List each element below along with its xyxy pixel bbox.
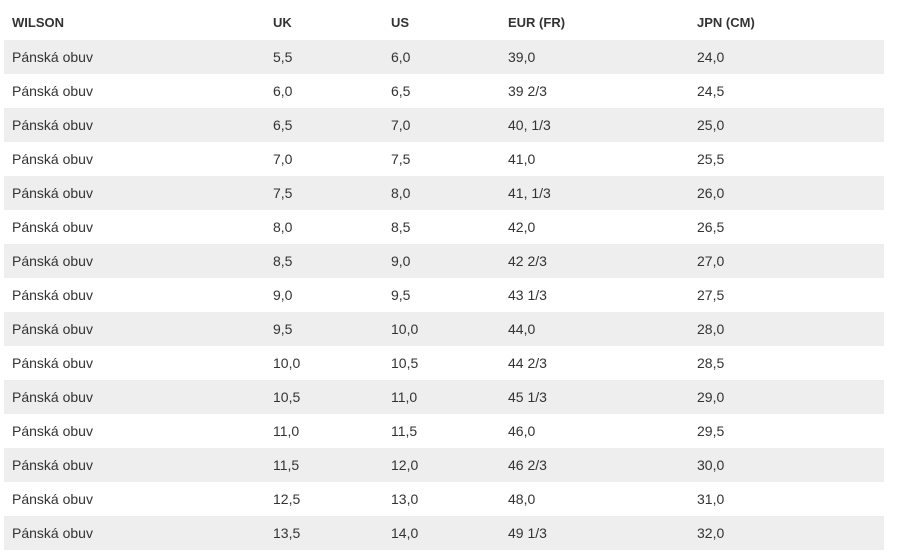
header-cell: EUR (FR)	[508, 15, 566, 30]
table-row: Pánská obuv 6,5 7,0 40, 1/3 25,0	[4, 108, 884, 142]
table-cell: 11,0	[273, 423, 300, 439]
table-row: Pánská obuv 13,5 14,0 49 1/3 32,0	[4, 516, 884, 550]
table-cell: Pánská obuv	[12, 389, 93, 405]
header-cell: UK	[273, 15, 292, 30]
table-cell: 9,0	[391, 253, 411, 269]
table-cell: 10,5	[273, 389, 301, 405]
header-cell: JPN (CM)	[697, 15, 755, 30]
table-cell: 13,0	[391, 491, 419, 507]
table-cell: 26,5	[697, 219, 725, 235]
table-cell: 10,5	[391, 355, 419, 371]
table-cell: Pánská obuv	[12, 185, 93, 201]
table-cell: 43 1/3	[508, 287, 547, 303]
table-row: Pánská obuv 8,0 8,5 42,0 26,5	[4, 210, 884, 244]
table-cell: Pánská obuv	[12, 219, 93, 235]
table-cell: 41,0	[508, 151, 536, 167]
table-cell: 46 2/3	[508, 457, 547, 473]
table-cell: Pánská obuv	[12, 525, 93, 541]
table-row: Pánská obuv 5,5 6,0 39,0 24,0	[4, 40, 884, 74]
table-cell: Pánská obuv	[12, 355, 93, 371]
table-cell: 8,0	[391, 185, 411, 201]
table-cell: 5,5	[273, 49, 293, 65]
table-cell: 12,0	[391, 457, 419, 473]
table-cell: 12,5	[273, 491, 301, 507]
table-cell: 11,0	[391, 389, 418, 405]
table-cell: 8,5	[391, 219, 411, 235]
table-cell: 24,0	[697, 49, 725, 65]
table-cell: 27,5	[697, 287, 725, 303]
table-cell: 9,5	[391, 287, 411, 303]
table-row: Pánská obuv 7,0 7,5 41,0 25,5	[4, 142, 884, 176]
table-cell: 25,5	[697, 151, 725, 167]
table-cell: 45 1/3	[508, 389, 547, 405]
table-cell: 10,0	[273, 355, 301, 371]
table-cell: 10,0	[391, 321, 419, 337]
header-cell: WILSON	[12, 15, 64, 30]
table-cell: 49 1/3	[508, 525, 547, 541]
table-cell: 30,0	[697, 457, 725, 473]
table-cell: 42 2/3	[508, 253, 547, 269]
table-cell: 6,0	[391, 49, 411, 65]
table-cell: 31,0	[697, 491, 725, 507]
header-row: WILSON UK US EUR (FR) JPN (CM)	[4, 0, 884, 40]
table-cell: 6,5	[391, 83, 411, 99]
table-cell: 7,5	[273, 185, 293, 201]
table-cell: 8,5	[273, 253, 293, 269]
table-row: Pánská obuv 6,0 6,5 39 2/3 24,5	[4, 74, 884, 108]
table-cell: 42,0	[508, 219, 536, 235]
table-cell: 11,5	[391, 423, 418, 439]
table-cell: 29,0	[697, 389, 725, 405]
table-cell: 7,5	[391, 151, 411, 167]
header-cell: US	[391, 15, 410, 30]
table-cell: 28,5	[697, 355, 725, 371]
table-row: Pánská obuv 11,5 12,0 46 2/3 30,0	[4, 448, 884, 482]
table-row: Pánská obuv 10,5 11,0 45 1/3 29,0	[4, 380, 884, 414]
table-row: Pánská obuv 10,0 10,5 44 2/3 28,5	[4, 346, 884, 380]
table-cell: 14,0	[391, 525, 419, 541]
table-row: Pánská obuv 9,5 10,0 44,0 28,0	[4, 312, 884, 346]
table-cell: Pánská obuv	[12, 253, 93, 269]
table-cell: 48,0	[508, 491, 536, 507]
table-cell: 13,5	[273, 525, 301, 541]
table-cell: 41, 1/3	[508, 185, 551, 201]
table-cell: 11,5	[273, 457, 300, 473]
table-row: Pánská obuv 7,5 8,0 41, 1/3 26,0	[4, 176, 884, 210]
table-row: Pánská obuv 8,5 9,0 42 2/3 27,0	[4, 244, 884, 278]
table-cell: 9,5	[273, 321, 293, 337]
table-cell: 44 2/3	[508, 355, 547, 371]
table-cell: Pánská obuv	[12, 491, 93, 507]
table-cell: Pánská obuv	[12, 457, 93, 473]
table-cell: 32,0	[697, 525, 725, 541]
table-cell: 7,0	[391, 117, 411, 133]
table-cell: 6,0	[273, 83, 293, 99]
table-row: Pánská obuv 11,0 11,5 46,0 29,5	[4, 414, 884, 448]
table-cell: Pánská obuv	[12, 117, 93, 133]
table-cell: 9,0	[273, 287, 293, 303]
table-row: Pánská obuv 12,5 13,0 48,0 31,0	[4, 482, 884, 516]
table-cell: 46,0	[508, 423, 536, 439]
table-cell: 26,0	[697, 185, 725, 201]
table-cell: 40, 1/3	[508, 117, 551, 133]
table-cell: Pánská obuv	[12, 83, 93, 99]
table-cell: 25,0	[697, 117, 725, 133]
table-cell: 27,0	[697, 253, 725, 269]
table-cell: 8,0	[273, 219, 293, 235]
table-row: Pánská obuv 9,0 9,5 43 1/3 27,5	[4, 278, 884, 312]
table-cell: 7,0	[273, 151, 293, 167]
table-cell: Pánská obuv	[12, 287, 93, 303]
table-cell: Pánská obuv	[12, 321, 93, 337]
table-cell: Pánská obuv	[12, 151, 93, 167]
table-cell: 28,0	[697, 321, 725, 337]
table-cell: 44,0	[508, 321, 536, 337]
table-cell: 29,5	[697, 423, 725, 439]
table-cell: Pánská obuv	[12, 49, 93, 65]
table-cell: 6,5	[273, 117, 293, 133]
table-cell: 39,0	[508, 49, 536, 65]
table-cell: 24,5	[697, 83, 725, 99]
table-cell: 39 2/3	[508, 83, 547, 99]
table-cell: Pánská obuv	[12, 423, 93, 439]
size-table: WILSON UK US EUR (FR) JPN (CM) Pánská obuv 5,5…	[4, 0, 884, 550]
